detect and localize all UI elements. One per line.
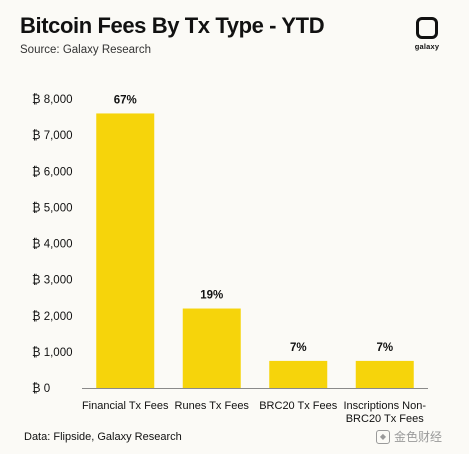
y-tick-label: ₿ 8,000 bbox=[32, 94, 73, 106]
bar-data-label: 7% bbox=[290, 342, 307, 354]
bar-data-label: 7% bbox=[376, 342, 393, 354]
y-tick-label: ₿ 2,000 bbox=[32, 311, 73, 323]
data-source-note: Data: Flipside, Galaxy Research bbox=[24, 431, 182, 443]
y-tick-label: ₿ 3,000 bbox=[32, 275, 73, 287]
bar-data-label: 67% bbox=[114, 94, 137, 106]
jinse-logo-icon: ◆ bbox=[376, 429, 390, 444]
bar bbox=[182, 308, 241, 388]
x-category-label: BRC20 Tx Fees bbox=[346, 413, 425, 425]
y-tick-label: ₿ 4,000 bbox=[32, 239, 73, 251]
chart-title: Bitcoin Fees By Tx Type - YTD bbox=[20, 13, 325, 38]
x-category-label: Runes Tx Fees bbox=[175, 400, 250, 412]
y-tick-label: ₿ 5,000 bbox=[32, 202, 73, 214]
galaxy-logo: galaxy bbox=[414, 17, 440, 51]
galaxy-logo-icon bbox=[416, 17, 438, 39]
bar bbox=[355, 360, 414, 388]
y-tick-label: ₿ 1,000 bbox=[32, 347, 73, 359]
watermark: ◆ 金色财经 bbox=[376, 428, 442, 445]
x-category-label: Financial Tx Fees bbox=[82, 400, 169, 412]
bar-data-label: 19% bbox=[200, 290, 223, 302]
y-tick-label: ₿ 0 bbox=[32, 383, 50, 395]
x-category-label: BRC20 Tx Fees bbox=[259, 400, 338, 412]
bar bbox=[96, 113, 155, 388]
y-tick-label: ₿ 7,000 bbox=[32, 130, 73, 142]
bar bbox=[269, 360, 328, 388]
x-category-label: Inscriptions Non- bbox=[343, 400, 426, 412]
chart-source: Source: Galaxy Research bbox=[20, 44, 152, 56]
watermark-text: 金色财经 bbox=[394, 430, 443, 444]
y-tick-label: ₿ 6,000 bbox=[32, 166, 73, 178]
galaxy-logo-text: galaxy bbox=[414, 42, 440, 51]
